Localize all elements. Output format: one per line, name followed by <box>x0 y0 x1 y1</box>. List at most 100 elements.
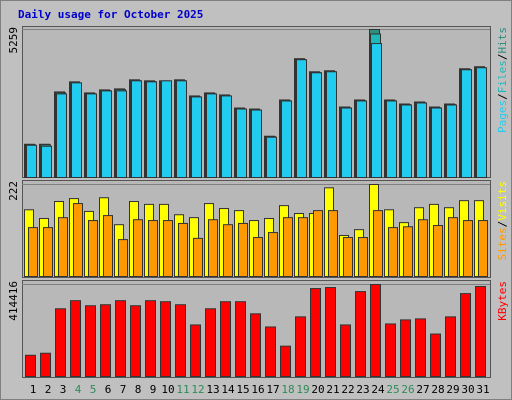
x-tick-label: 10 <box>161 383 174 396</box>
bar <box>325 287 336 377</box>
bar <box>70 300 81 377</box>
x-tick-label: 27 <box>416 383 429 396</box>
bar <box>431 107 442 178</box>
x-tick-label: 28 <box>431 383 444 396</box>
bar <box>298 217 308 277</box>
bar <box>56 93 67 178</box>
x-tick-label: 1 <box>30 383 37 396</box>
x-tick-label: 29 <box>446 383 459 396</box>
bar <box>445 316 456 377</box>
bar <box>401 104 412 178</box>
x-tick-label: 11 <box>176 383 189 396</box>
bar <box>326 71 337 178</box>
bar <box>116 90 127 178</box>
bar <box>400 319 411 377</box>
y-tick-label: 5259 <box>7 27 20 54</box>
bar <box>236 108 247 178</box>
bar <box>265 326 276 378</box>
bar <box>100 304 111 377</box>
bar <box>370 284 381 377</box>
bar <box>478 220 488 277</box>
bar <box>430 333 441 377</box>
x-tick-label: 12 <box>191 383 204 396</box>
bar <box>340 324 351 378</box>
bar <box>446 104 457 178</box>
legend: KBytes <box>496 281 509 321</box>
bar <box>205 308 216 378</box>
bar <box>328 210 338 277</box>
bar <box>85 305 96 377</box>
bar <box>310 288 321 377</box>
x-tick-label: 26 <box>401 383 414 396</box>
x-tick-label: 22 <box>341 383 354 396</box>
bar <box>463 220 473 277</box>
bar <box>191 96 202 178</box>
bar <box>386 100 397 178</box>
bar <box>341 107 352 178</box>
bar <box>385 323 396 378</box>
bar <box>146 81 157 178</box>
bar <box>280 345 291 377</box>
bar <box>416 102 427 178</box>
bar <box>115 300 126 377</box>
x-tick-label: 18 <box>281 383 294 396</box>
x-tick-label: 20 <box>311 383 324 396</box>
bar <box>221 95 232 178</box>
bar <box>103 215 113 278</box>
x-tick-label: 15 <box>236 383 249 396</box>
x-tick-label: 24 <box>371 383 385 396</box>
bar <box>251 109 262 178</box>
bar <box>461 69 472 178</box>
x-tick-label: 8 <box>135 383 142 396</box>
bar <box>295 316 306 377</box>
x-tick-label: 25 <box>386 383 399 396</box>
bar <box>101 90 112 178</box>
bar <box>133 219 143 277</box>
x-tick-label: 23 <box>356 383 369 396</box>
bar <box>266 136 277 179</box>
x-tick-label: 14 <box>221 383 235 396</box>
bar <box>388 227 398 278</box>
bar <box>476 67 487 178</box>
bar <box>160 301 171 377</box>
x-tick-label: 2 <box>45 383 52 396</box>
x-tick-label: 17 <box>266 383 279 396</box>
x-tick-label: 4 <box>75 383 82 396</box>
bar <box>175 304 186 377</box>
bar <box>238 222 248 277</box>
legend-entry: Pages <box>496 100 509 133</box>
y-tick-label: 414416 <box>7 281 20 321</box>
bar <box>193 237 203 277</box>
x-tick-label: 30 <box>461 383 474 396</box>
legend-separator: / <box>496 221 509 228</box>
x-tick-label: 16 <box>251 383 264 396</box>
bar <box>220 301 231 377</box>
bar <box>148 220 158 277</box>
bar <box>131 80 142 178</box>
bar <box>283 217 293 277</box>
bar <box>190 324 201 378</box>
legend: Sites/Visits <box>496 181 509 261</box>
x-tick-label: 9 <box>150 383 157 396</box>
legend-separator: / <box>496 54 509 61</box>
legend-entry: Visits <box>496 181 509 221</box>
bar <box>71 82 82 178</box>
bar <box>475 286 486 377</box>
bar <box>373 210 383 277</box>
bar <box>41 145 52 179</box>
bar <box>343 237 353 277</box>
bar <box>371 43 382 178</box>
legend-entry: Files <box>496 60 509 93</box>
y-tick-label: 222 <box>7 181 20 201</box>
legend-entry: Hits <box>496 27 509 54</box>
bar <box>25 354 36 378</box>
x-tick-label: 7 <box>120 383 127 396</box>
x-tick-label: 3 <box>60 383 67 396</box>
x-tick-label: 13 <box>206 383 219 396</box>
bar <box>208 219 218 277</box>
bar <box>163 220 173 277</box>
bar <box>460 293 471 377</box>
bar <box>28 227 38 278</box>
bar <box>58 217 68 277</box>
bar <box>356 100 367 178</box>
